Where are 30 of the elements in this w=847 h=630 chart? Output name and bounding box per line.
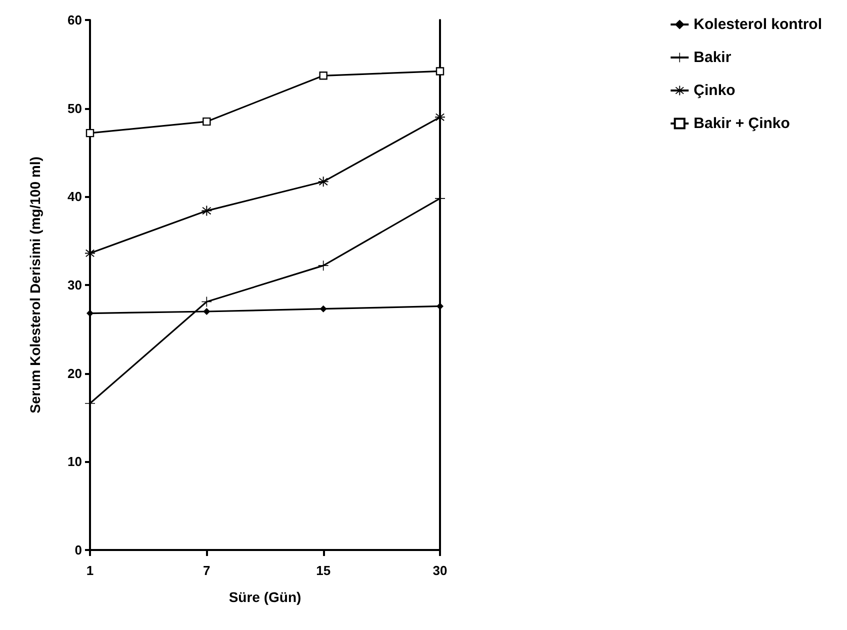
x-tick-label: 7 — [203, 563, 210, 578]
y-tick-label: 40 — [68, 189, 82, 204]
legend-label: Çinko — [694, 82, 736, 99]
x-axis-title: Süre (Gün) — [228, 589, 302, 605]
point — [319, 72, 328, 80]
legend-label: Bakir — [694, 49, 732, 66]
point — [320, 305, 327, 312]
point — [436, 67, 444, 76]
y-axis-title: Serum Kolesterol Derisimi (mg/100 ml) — [27, 156, 43, 414]
y-tick-label: 30 — [68, 278, 82, 292]
legend-label: Kolesterol kontrol — [694, 16, 822, 33]
x-tick-label: 30 — [432, 563, 448, 578]
point — [86, 128, 94, 138]
y-tick-label: 50 — [68, 100, 82, 116]
legend-label: Bakir + Çinko — [694, 115, 790, 132]
point — [435, 112, 445, 122]
x-tick-label: 1 — [86, 563, 94, 578]
y-tick-label: 60 — [68, 12, 82, 28]
y-tick-label: 0 — [74, 542, 82, 558]
point — [202, 117, 211, 126]
point — [86, 310, 94, 317]
y-tick-label: 10 — [68, 454, 82, 470]
point — [85, 248, 95, 258]
point — [203, 308, 210, 315]
point — [436, 302, 444, 310]
point — [318, 260, 328, 271]
point — [202, 206, 212, 216]
x-tick-label: 15 — [316, 563, 331, 578]
y-tick-label: 20 — [68, 366, 82, 381]
point — [318, 176, 328, 187]
